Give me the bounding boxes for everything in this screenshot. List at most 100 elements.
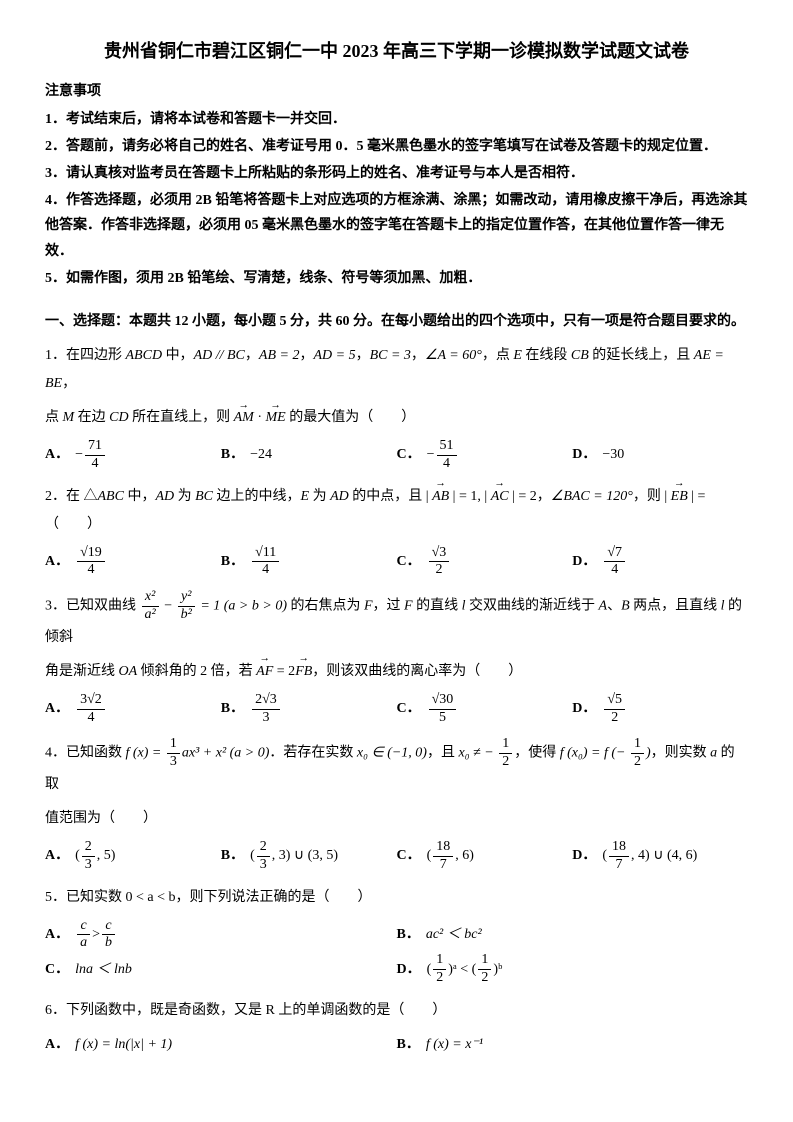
q3-a: A — [599, 599, 608, 614]
opt-label-d: D． — [397, 956, 421, 984]
q5-opt-a: A． ca > cb — [45, 918, 397, 953]
q5-d-den1: 2 — [433, 970, 446, 987]
q6-text: 6．下列函数中，既是奇函数，又是 R 上的单调函数的是（ ） — [45, 997, 748, 1025]
q1-options: A． − 714 B． −24 C． − 514 D． −30 — [45, 438, 748, 473]
q1-t16: 的延长线上，且 — [589, 348, 694, 363]
opt-label-b: B． — [397, 1031, 420, 1059]
q2-a-frac: √194 — [77, 545, 105, 580]
q3-frac1: x²a² — [142, 589, 159, 624]
q3-options: A． 3√24 B． 2√33 C． √305 D． √52 — [45, 692, 748, 727]
q2-t4: 为 — [174, 489, 195, 504]
q4-b-mid: , 3) ∪ (3, 5) — [272, 842, 338, 870]
q1-pre: 1．在四边形 — [45, 348, 126, 363]
q3-f: F — [364, 599, 373, 614]
q4-c-den: 7 — [433, 857, 453, 874]
opt-label-d: D． — [572, 441, 596, 469]
q1-vec-am: AM — [234, 404, 254, 432]
opt-label-d: D． — [572, 842, 596, 870]
opt-label-a: A． — [45, 695, 69, 723]
q4-c-pre: ( — [427, 842, 432, 870]
q1-t2: 中， — [162, 348, 194, 363]
notice-3: 3．请认真核对监考员在答题卡上所粘贴的条形码上的姓名、准考证号与本人是否相符． — [45, 161, 748, 186]
opt-label-c: C． — [397, 548, 421, 576]
q3-f2: F — [404, 599, 413, 614]
q1-abcd: ABCD — [126, 348, 163, 363]
q1-line2: 点 M 在边 CD 所在直线上，则 AM · ME 的最大值为（ ） — [45, 404, 748, 432]
q2-opt-a: A． √194 — [45, 545, 221, 580]
q2-abc: ABC — [98, 489, 124, 504]
q5-a-frac1: ca — [77, 918, 90, 953]
q5-opt-b: B． ac² ＜ bc² — [397, 918, 749, 953]
q1-angle: ∠A = 60° — [425, 348, 482, 363]
q4-opt-c: C． (187, 6) — [397, 839, 573, 874]
q1-l2-a: 在边 — [74, 410, 109, 425]
q2-text: 2．在 △ABC 中，AD 为 BC 边上的中线，E 为 AD 的中点，且 | … — [45, 483, 748, 539]
q6-options: A． f (x) = ln(|x| + 1) B． f (x) = x⁻¹ — [45, 1031, 748, 1059]
q3-pre: 3．已知双曲线 — [45, 599, 140, 614]
q2-b-num: √11 — [252, 545, 279, 563]
q2-t6: 边上的中线， — [213, 489, 301, 504]
opt-label-a: A． — [45, 842, 69, 870]
opt-label-b: B． — [221, 695, 244, 723]
q4-t5: x₀ ≠ − — [458, 746, 497, 761]
q2-ad2: AD — [330, 489, 349, 504]
q1-cb: CB — [571, 348, 589, 363]
q5-opt-c: C． lna ＜ lnb — [45, 952, 397, 987]
q4-d-pre: ( — [602, 842, 607, 870]
opt-label-c: C． — [397, 441, 421, 469]
q3-text: 3．已知双曲线 x²a² − y²b² = 1 (a > b > 0) 的右焦点… — [45, 589, 748, 652]
q1-l2-cd: CD — [109, 410, 128, 425]
q2-ad: AD — [155, 489, 174, 504]
q3-b2: b² — [178, 607, 195, 624]
q3-vec-af: AF — [256, 658, 273, 686]
q5-d-frac2: 12 — [478, 952, 491, 987]
q3-minus: − — [164, 599, 175, 614]
q1-l2-dot: · — [254, 410, 266, 425]
q2-opt-b: B． √114 — [221, 545, 397, 580]
q1-t8: ， — [356, 348, 370, 363]
q3-c-num: √30 — [429, 692, 457, 710]
q3-t5: 的直线 — [413, 599, 462, 614]
q4-t1: ax³ + x² (a > 0) — [182, 746, 270, 761]
q5-c-val: lna ＜ lnb — [75, 956, 132, 984]
q3-y2: y² — [178, 589, 195, 607]
q4-a-den: 3 — [82, 857, 95, 874]
q5-d-mid: )ᵃ < ( — [448, 956, 476, 984]
q1-opt-a: A． − 714 — [45, 438, 221, 473]
notice-1: 1．考试结束后，请将本试卷和答题卡一并交回． — [45, 107, 748, 132]
opt-label-a: A． — [45, 921, 69, 949]
q1-e: E — [513, 348, 522, 363]
q4-line2: 值范围为（ ） — [45, 805, 748, 833]
q3-rhs: = 1 (a > b > 0) — [200, 599, 287, 614]
opt-label-a: A． — [45, 1031, 69, 1059]
q2-a-num: √19 — [77, 545, 105, 563]
q4-options: A． (23, 5) B． (23, 3) ∪ (3, 5) C． (187, … — [45, 839, 748, 874]
q4-a-pre: ( — [75, 842, 80, 870]
q3-a-frac: 3√24 — [77, 692, 105, 727]
q1-adbc: AD // BC — [194, 348, 245, 363]
q5-d-frac1: 12 — [433, 952, 446, 987]
q2-a-den: 4 — [77, 562, 105, 579]
q3-line2: 角是渐近线 OA 倾斜角的 2 倍，若 AF = 2FB，则该双曲线的离心率为（… — [45, 658, 748, 686]
q4-d-frac: 187 — [609, 839, 629, 874]
opt-label-a: A． — [45, 441, 69, 469]
q3-c-den: 5 — [429, 710, 457, 727]
q3-a2: a² — [142, 607, 159, 624]
q1-c-frac: 514 — [437, 438, 457, 473]
opt-label-c: C． — [397, 695, 421, 723]
q2-d-frac: √74 — [604, 545, 625, 580]
opt-label-d: D． — [572, 548, 596, 576]
q3-opt-c: C． √305 — [397, 692, 573, 727]
q1-t6: ， — [299, 348, 313, 363]
q3-x2: x² — [142, 589, 159, 607]
q4-num: 1 — [167, 736, 180, 754]
q2-t2: 中， — [124, 489, 156, 504]
q1-opt-c: C． − 514 — [397, 438, 573, 473]
q2-b-den: 4 — [252, 562, 279, 579]
opt-label-d: D． — [572, 695, 596, 723]
q5-opt-d: D． (12)ᵃ < (12)ᵇ — [397, 952, 749, 987]
q4-d-den: 7 — [609, 857, 629, 874]
opt-label-a: A． — [45, 548, 69, 576]
q1-c-neg: − — [427, 441, 435, 469]
q1-t14: 在线段 — [522, 348, 571, 363]
